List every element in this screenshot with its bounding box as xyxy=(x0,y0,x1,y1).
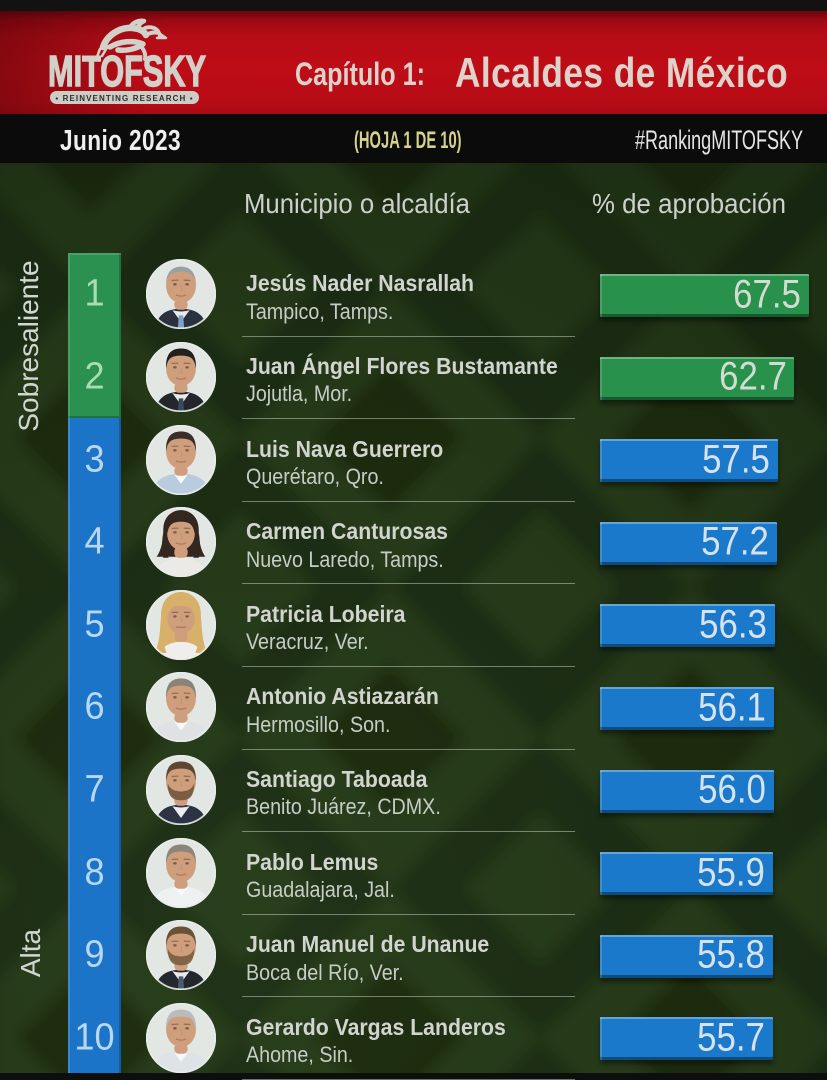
svg-text:▪ REINVENTING RESEARCH ▪: ▪ REINVENTING RESEARCH ▪ xyxy=(55,94,193,103)
svg-text:MITOFSKY: MITOFSKY xyxy=(48,47,206,96)
